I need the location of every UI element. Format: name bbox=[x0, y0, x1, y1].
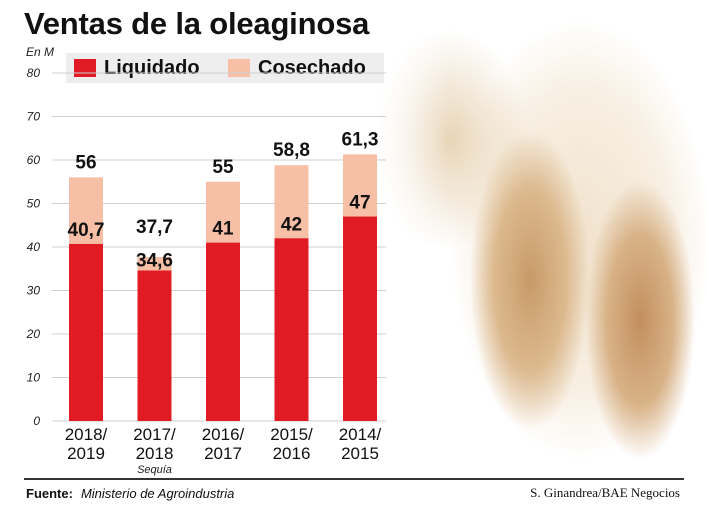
category-note: Sequía bbox=[137, 464, 172, 476]
y-tick-label: 0 bbox=[33, 414, 40, 428]
credit: S. Ginandrea/BAE Negocios bbox=[530, 485, 680, 500]
bar-liquidado bbox=[274, 238, 309, 421]
bar-liquidado bbox=[343, 216, 377, 421]
y-tick-label: 60 bbox=[27, 153, 41, 167]
bar-chart: 0 10 20 30 40 50 60 70 80 56 40,7 2018/2019 37,7 34,6… bbox=[26, 66, 386, 476]
y-tick-label: 40 bbox=[27, 240, 41, 254]
x-tick-label: 2018 bbox=[136, 444, 174, 463]
y-tick-label: 10 bbox=[27, 371, 41, 385]
bar-liquidado bbox=[206, 242, 240, 421]
footer-divider bbox=[24, 478, 684, 480]
chart-title: Ventas de la oleaginosa bbox=[24, 6, 370, 41]
data-label-liquidado: 34,6 bbox=[136, 250, 173, 271]
y-tick-label: 70 bbox=[27, 110, 41, 124]
y-tick-label: 50 bbox=[27, 197, 41, 211]
x-tick-label: 2019 bbox=[67, 444, 105, 463]
x-tick-label: 2018/ bbox=[65, 425, 108, 444]
source-text: Ministerio de Agroindustria bbox=[80, 486, 235, 501]
data-label-liquidado: 40,7 bbox=[68, 220, 105, 241]
y-tick-label: 20 bbox=[26, 327, 41, 341]
x-tick-label: 2015 bbox=[341, 444, 379, 463]
bar-liquidado bbox=[69, 243, 103, 421]
x-tick-label: 2017/ bbox=[133, 425, 176, 444]
x-tick-label: 2017 bbox=[204, 444, 242, 463]
x-tick-label: 2015/ bbox=[270, 425, 313, 444]
y-tick-label: 30 bbox=[27, 284, 41, 298]
x-tick-label: 2016/ bbox=[202, 425, 245, 444]
bar-liquidado bbox=[137, 270, 172, 421]
unit-label: En M bbox=[26, 45, 55, 59]
data-label-cosechado: 56 bbox=[75, 152, 96, 173]
data-label-cosechado: 58,8 bbox=[273, 140, 310, 161]
source-label: Fuente: bbox=[26, 486, 73, 501]
data-label-cosechado: 61,3 bbox=[342, 129, 379, 150]
x-tick-label: 2016 bbox=[273, 444, 311, 463]
x-tick-label: 2014/ bbox=[339, 425, 382, 444]
y-tick-label: 80 bbox=[27, 66, 41, 80]
data-label-liquidado: 41 bbox=[212, 219, 234, 240]
data-label-liquidado: 42 bbox=[281, 214, 302, 235]
source-note: Fuente: Ministerio de Agroindustria bbox=[26, 486, 234, 501]
data-label-cosechado: 55 bbox=[212, 157, 234, 178]
data-label-cosechado: 37,7 bbox=[136, 217, 173, 238]
data-label-liquidado: 47 bbox=[349, 193, 370, 214]
